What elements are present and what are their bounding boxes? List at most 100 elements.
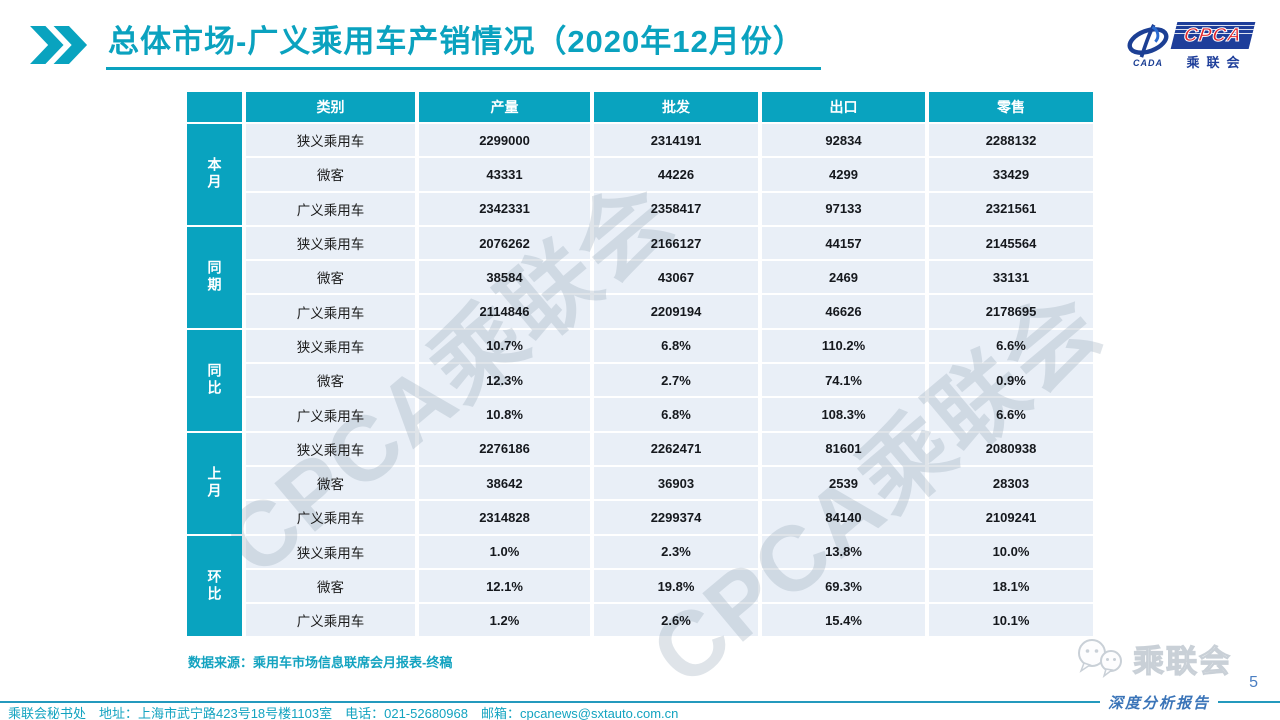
page-number: 5: [1249, 674, 1258, 691]
contact-line: 乘联会秘书处 地址：上海市武宁路423号18号楼1103室 电话：021-526…: [8, 706, 679, 720]
value-cell: 2358417: [594, 192, 758, 225]
column-header: 产量: [419, 92, 590, 122]
category-cell: 狭义乘用车: [246, 432, 415, 465]
category-cell: 狭义乘用车: [246, 535, 415, 568]
value-cell: 38642: [419, 466, 590, 500]
category-cell: 广义乘用车: [246, 398, 415, 431]
value-cell: 2178695: [929, 295, 1093, 328]
footer-rule-row: 深度分析报告: [0, 694, 1280, 712]
title-row: 总体市场-广义乘用车产销情况（2020年12月份）: [30, 24, 821, 70]
value-cell: 6.8%: [594, 398, 758, 431]
value-cell: 2166127: [594, 226, 758, 260]
value-cell: 2080938: [929, 432, 1093, 465]
value-cell: 46626: [762, 295, 925, 328]
value-cell: 2276186: [419, 432, 590, 465]
category-cell: 广义乘用车: [246, 501, 415, 534]
row-group-label: 同比: [187, 329, 242, 431]
value-cell: 2145564: [929, 226, 1093, 260]
value-cell: 10.8%: [419, 398, 590, 431]
value-cell: 33429: [929, 158, 1093, 191]
cpca-logo-box-col: CPCA 乘联会: [1170, 22, 1256, 71]
value-cell: 19.8%: [594, 569, 758, 603]
category-cell: 微客: [246, 261, 415, 294]
column-header: 批发: [594, 92, 758, 122]
logo-caption: CADA: [1133, 58, 1163, 68]
value-cell: 2109241: [929, 501, 1093, 534]
value-cell: 108.3%: [762, 398, 925, 431]
wechat-bubbles-icon: [1078, 638, 1122, 678]
footer-rule-right: [1218, 701, 1280, 703]
swoosh-icon: [1127, 24, 1169, 58]
cpca-box-text: CPCA: [1182, 24, 1244, 46]
value-cell: 81601: [762, 432, 925, 465]
row-group-label: 环比: [187, 535, 242, 637]
value-cell: 69.3%: [762, 569, 925, 603]
value-cell: 2.7%: [594, 364, 758, 397]
value-cell: 38584: [419, 261, 590, 294]
value-cell: 10.0%: [929, 535, 1093, 568]
value-cell: 12.1%: [419, 569, 590, 603]
data-table: 类别 产量 批发 出口 零售 本月 狭义乘用车 2299000 2314191 92834 2288…: [187, 92, 1093, 637]
value-cell: 28303: [929, 466, 1093, 500]
value-cell: 1.2%: [419, 604, 590, 637]
value-cell: 2.3%: [594, 535, 758, 568]
value-cell: 2209194: [594, 295, 758, 328]
value-cell: 43331: [419, 158, 590, 191]
value-cell: 36903: [594, 466, 758, 500]
value-cell: 2469: [762, 261, 925, 294]
value-cell: 2321561: [929, 192, 1093, 225]
value-cell: 4299: [762, 158, 925, 191]
category-cell: 狭义乘用车: [246, 226, 415, 260]
footer-rule-left: [0, 701, 1100, 703]
cpca-logo-swoosh: CADA: [1126, 22, 1170, 68]
value-cell: 43067: [594, 261, 758, 294]
row-group-label: 上月: [187, 432, 242, 534]
cpca-box: CPCA: [1170, 22, 1256, 49]
report-tag: 深度分析报告: [1107, 695, 1210, 712]
category-cell: 微客: [246, 158, 415, 191]
value-cell: 2288132: [929, 124, 1093, 157]
column-header: 零售: [929, 92, 1093, 122]
value-cell: 2314191: [594, 124, 758, 157]
value-cell: 44157: [762, 226, 925, 260]
category-cell: 广义乘用车: [246, 604, 415, 637]
row-group-label: 本月: [187, 124, 242, 225]
category-cell: 广义乘用车: [246, 295, 415, 328]
value-cell: 2314828: [419, 501, 590, 534]
value-cell: 33131: [929, 261, 1093, 294]
value-cell: 2114846: [419, 295, 590, 328]
column-header: 出口: [762, 92, 925, 122]
table-corner-cell: [187, 92, 242, 122]
value-cell: 10.1%: [929, 604, 1093, 637]
value-cell: 13.8%: [762, 535, 925, 568]
value-cell: 1.0%: [419, 535, 590, 568]
value-cell: 97133: [762, 192, 925, 225]
value-cell: 2076262: [419, 226, 590, 260]
logo-cn-text: 乘联会: [1186, 55, 1247, 70]
category-cell: 狭义乘用车: [246, 124, 415, 157]
value-cell: 2539: [762, 466, 925, 500]
value-cell: 2262471: [594, 432, 758, 465]
value-cell: 2299000: [419, 124, 590, 157]
source-note: 数据来源：乘用车市场信息联席会月报表-终稿: [188, 655, 453, 670]
category-cell: 广义乘用车: [246, 192, 415, 225]
value-cell: 12.3%: [419, 364, 590, 397]
value-cell: 15.4%: [762, 604, 925, 637]
cpca-logo: CADA CPCA 乘联会: [1126, 22, 1256, 71]
wechat-badge: 乘联会: [1075, 636, 1232, 681]
value-cell: 6.6%: [929, 398, 1093, 431]
value-cell: 18.1%: [929, 569, 1093, 603]
value-cell: 0.9%: [929, 364, 1093, 397]
value-cell: 44226: [594, 158, 758, 191]
page-title: 总体市场-广义乘用车产销情况（2020年12月份）: [106, 24, 821, 70]
category-cell: 狭义乘用车: [246, 329, 415, 363]
value-cell: 74.1%: [762, 364, 925, 397]
value-cell: 84140: [762, 501, 925, 534]
category-cell: 微客: [246, 569, 415, 603]
double-chevron-icon: [30, 26, 88, 64]
value-cell: 92834: [762, 124, 925, 157]
column-header: 类别: [246, 92, 415, 122]
value-cell: 10.7%: [419, 329, 590, 363]
value-cell: 6.8%: [594, 329, 758, 363]
